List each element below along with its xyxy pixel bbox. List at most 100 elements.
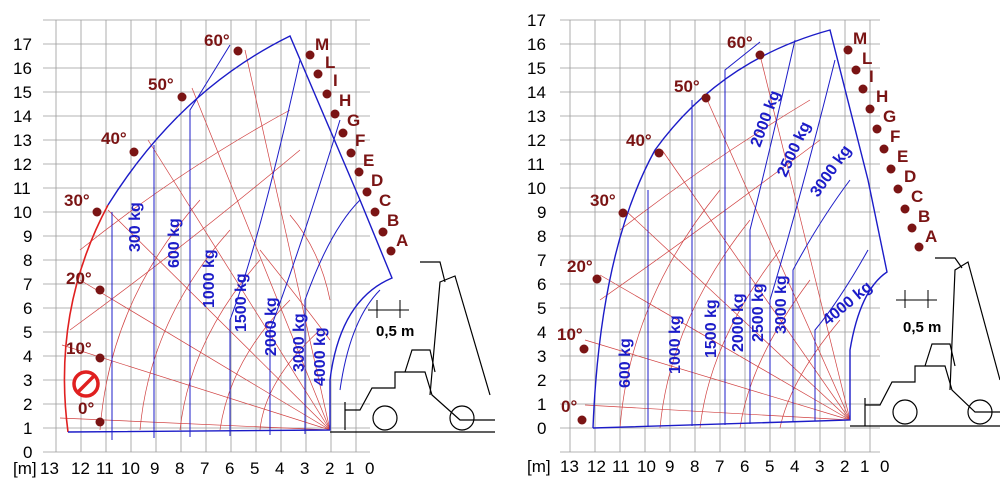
svg-text:6: 6 <box>537 275 546 294</box>
svg-text:7: 7 <box>200 459 209 478</box>
boom-letter-L: L <box>862 49 872 68</box>
load-zone-lines-left <box>111 44 381 440</box>
svg-text:7: 7 <box>715 457 724 476</box>
svg-text:11: 11 <box>96 459 114 478</box>
svg-text:1: 1 <box>860 457 869 476</box>
boom-letter-markers-left <box>305 50 396 256</box>
load-label: 2000 kg <box>730 293 747 352</box>
svg-text:8: 8 <box>690 457 699 476</box>
angle-label-20: 20° <box>66 269 92 288</box>
svg-text:5: 5 <box>765 457 774 476</box>
telehandler-left <box>330 261 495 433</box>
no-entry-icon <box>72 370 100 398</box>
svg-text:12: 12 <box>71 459 90 478</box>
angle-label-40: 40° <box>101 129 127 148</box>
angle-label-10: 10° <box>66 339 92 358</box>
load-label: 3000 kg <box>807 142 855 200</box>
boom-letter-L: L <box>325 53 335 72</box>
load-label: 600 kg <box>617 338 634 388</box>
load-zone-lines-right <box>647 39 869 427</box>
svg-text:3: 3 <box>23 371 32 390</box>
svg-text:2: 2 <box>23 395 32 414</box>
svg-text:14: 14 <box>13 107 32 126</box>
load-label: 4000 kg <box>312 327 329 386</box>
load-label: 300 kg <box>127 202 144 252</box>
svg-text:[m]: [m] <box>13 459 37 478</box>
grid-right <box>560 19 880 453</box>
boom-letter-A: A <box>925 227 937 246</box>
angle-label-0: 0° <box>561 397 577 416</box>
svg-text:9: 9 <box>23 227 32 246</box>
svg-text:4: 4 <box>790 457 799 476</box>
svg-text:15: 15 <box>527 59 546 78</box>
angle-label-50: 50° <box>674 77 700 96</box>
svg-text:6: 6 <box>23 299 32 318</box>
svg-text:[m]: [m] <box>527 457 551 476</box>
svg-text:9: 9 <box>150 459 159 478</box>
boom-letter-D: D <box>904 167 916 186</box>
load-label: 2500 kg <box>750 283 767 342</box>
extension-marker-right: 0,5 m <box>896 290 941 336</box>
boom-letter-M: M <box>853 29 867 48</box>
load-envelope-right <box>592 29 888 429</box>
load-label: 2000 kg <box>263 297 280 356</box>
svg-text:9: 9 <box>665 457 674 476</box>
angle-label-30: 30° <box>590 191 616 210</box>
angle-label-30: 30° <box>64 191 90 210</box>
svg-text:5: 5 <box>537 299 546 318</box>
svg-text:3: 3 <box>537 347 546 366</box>
angle-markers-left <box>92 46 243 427</box>
svg-text:13: 13 <box>560 457 579 476</box>
load-label: 4000 kg <box>820 278 876 329</box>
boom-letter-G: G <box>883 107 896 126</box>
boom-letter-C: C <box>911 187 923 206</box>
boom-letter-I: I <box>333 71 338 90</box>
load-chart-right: 0,5 m 0° 10° 20° 30° 40° 50° 60° M L I H… <box>527 11 1000 476</box>
load-label: 1500 kg <box>233 273 250 332</box>
svg-text:17: 17 <box>13 35 32 54</box>
load-label: 3000 kg <box>773 275 790 334</box>
svg-text:13: 13 <box>13 131 32 150</box>
angle-label-60: 60° <box>727 33 753 52</box>
svg-text:11: 11 <box>612 457 630 476</box>
radial-lines-left <box>59 49 331 431</box>
boom-letter-H: H <box>339 91 351 110</box>
extension-label: 0,5 m <box>376 323 414 340</box>
svg-text:4: 4 <box>275 459 284 478</box>
svg-text:6: 6 <box>740 457 749 476</box>
svg-text:12: 12 <box>13 155 32 174</box>
svg-text:2: 2 <box>840 457 849 476</box>
boom-letter-F: F <box>355 131 365 150</box>
angle-markers-right <box>577 50 765 425</box>
svg-text:13: 13 <box>40 459 59 478</box>
svg-text:0: 0 <box>23 443 32 462</box>
svg-text:4: 4 <box>537 323 546 342</box>
boom-letter-E: E <box>897 147 908 166</box>
angle-label-40: 40° <box>626 131 652 150</box>
svg-text:1: 1 <box>345 459 354 478</box>
telehandler-right <box>850 257 1000 427</box>
boom-letter-markers-right <box>843 45 924 252</box>
boom-letter-B: B <box>918 207 930 226</box>
svg-text:0: 0 <box>365 459 374 478</box>
svg-text:8: 8 <box>23 251 32 270</box>
svg-text:9: 9 <box>537 203 546 222</box>
svg-text:7: 7 <box>537 251 546 270</box>
svg-text:10: 10 <box>527 179 546 198</box>
y-axis-right: 0 1 2 3 4 5 6 7 8 9 10 11 12 13 14 15 16… <box>527 11 546 438</box>
boom-letter-E: E <box>363 151 374 170</box>
load-label: 1500 kg <box>703 299 720 358</box>
svg-text:11: 11 <box>13 179 31 198</box>
boom-letter-C: C <box>379 191 391 210</box>
y-axis-left: 0 1 2 3 4 5 6 7 8 9 10 11 12 13 14 15 16… <box>13 35 32 462</box>
svg-text:10: 10 <box>121 459 140 478</box>
boom-letter-H: H <box>876 87 888 106</box>
svg-text:10: 10 <box>13 203 32 222</box>
radial-lines-right <box>584 54 851 429</box>
svg-text:12: 12 <box>527 131 546 150</box>
svg-text:8: 8 <box>537 227 546 246</box>
svg-text:5: 5 <box>250 459 259 478</box>
load-label: 1000 kg <box>667 315 684 374</box>
svg-text:15: 15 <box>13 83 32 102</box>
